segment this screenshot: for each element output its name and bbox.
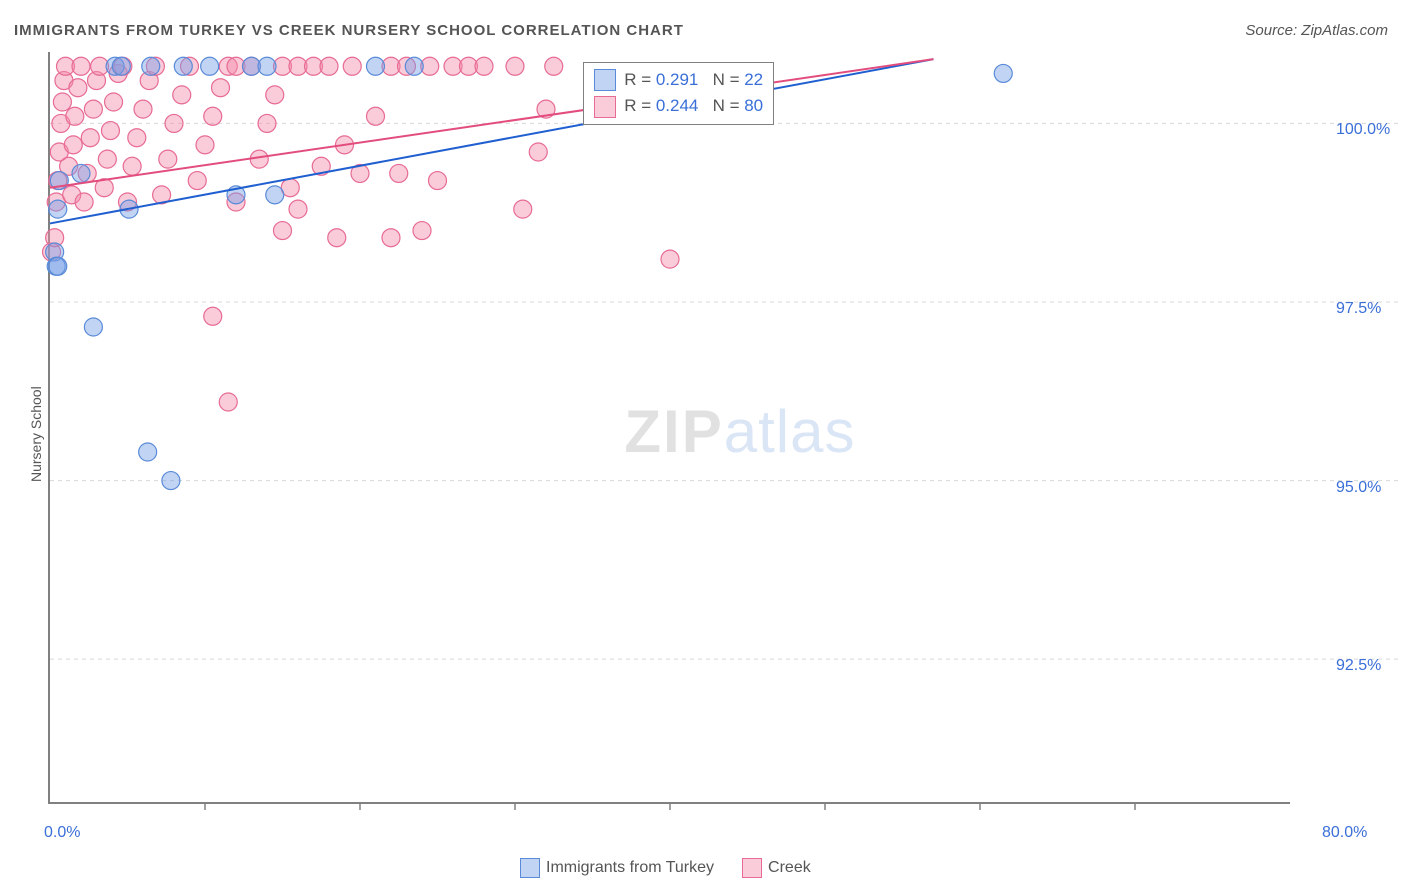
point-creek bbox=[289, 200, 307, 218]
point-creek bbox=[514, 200, 532, 218]
y-axis-title: Nursery School bbox=[28, 386, 44, 482]
point-creek bbox=[72, 57, 90, 75]
point-creek bbox=[128, 129, 146, 147]
point-turkey bbox=[201, 57, 219, 75]
r-prefix: R = bbox=[624, 93, 656, 119]
point-creek bbox=[475, 57, 493, 75]
point-turkey bbox=[367, 57, 385, 75]
point-turkey bbox=[112, 57, 130, 75]
source-value: ZipAtlas.com bbox=[1301, 22, 1388, 39]
x-axis-min-label: 0.0% bbox=[44, 824, 80, 842]
point-turkey bbox=[72, 164, 90, 182]
point-creek bbox=[661, 250, 679, 268]
point-turkey bbox=[84, 318, 102, 336]
point-creek bbox=[75, 193, 93, 211]
y-tick-label: 97.5% bbox=[1336, 300, 1381, 318]
point-creek bbox=[101, 122, 119, 140]
point-creek bbox=[413, 222, 431, 240]
point-turkey bbox=[139, 443, 157, 461]
point-creek bbox=[98, 150, 116, 168]
point-creek bbox=[343, 57, 361, 75]
chart-title: IMMIGRANTS FROM TURKEY VS CREEK NURSERY … bbox=[14, 22, 684, 39]
r-value-creek: 0.244 bbox=[656, 93, 699, 119]
point-turkey bbox=[142, 57, 160, 75]
point-turkey bbox=[49, 257, 67, 275]
point-creek bbox=[320, 57, 338, 75]
source-label: Source: ZipAtlas.com bbox=[1245, 22, 1388, 39]
legend-swatch-turkey-icon bbox=[520, 858, 540, 878]
y-tick-label: 95.0% bbox=[1336, 479, 1381, 497]
point-creek bbox=[529, 143, 547, 161]
swatch-turkey-icon bbox=[594, 69, 616, 91]
point-creek bbox=[390, 164, 408, 182]
point-creek bbox=[188, 172, 206, 190]
point-creek bbox=[134, 100, 152, 118]
r-value-turkey: 0.291 bbox=[656, 67, 699, 93]
point-creek bbox=[64, 136, 82, 154]
legend-swatch-creek-icon bbox=[742, 858, 762, 878]
point-creek bbox=[219, 393, 237, 411]
y-tick-label: 92.5% bbox=[1336, 657, 1381, 675]
r-prefix: R = bbox=[624, 67, 656, 93]
legend-label-creek: Creek bbox=[768, 859, 811, 877]
point-creek bbox=[66, 107, 84, 125]
point-creek bbox=[506, 57, 524, 75]
y-tick-label: 100.0% bbox=[1336, 121, 1390, 139]
point-creek bbox=[382, 229, 400, 247]
point-creek bbox=[204, 307, 222, 325]
point-turkey bbox=[405, 57, 423, 75]
point-creek bbox=[429, 172, 447, 190]
point-creek bbox=[173, 86, 191, 104]
scatter-svg bbox=[50, 52, 1290, 802]
point-creek bbox=[274, 222, 292, 240]
point-creek bbox=[204, 107, 222, 125]
legend-label-turkey: Immigrants from Turkey bbox=[546, 859, 714, 877]
n-prefix: N = bbox=[713, 93, 745, 119]
point-creek bbox=[266, 86, 284, 104]
point-creek bbox=[545, 57, 563, 75]
plot-area: ZIPatlas R = 0.291 N = 22 R = 0.244 N = … bbox=[48, 52, 1290, 804]
regression-line-turkey bbox=[50, 59, 934, 223]
n-value-turkey: 22 bbox=[744, 67, 763, 93]
point-creek bbox=[69, 79, 87, 97]
point-creek bbox=[212, 79, 230, 97]
n-prefix: N = bbox=[713, 67, 745, 93]
point-creek bbox=[159, 150, 177, 168]
point-creek bbox=[53, 93, 71, 111]
point-turkey bbox=[266, 186, 284, 204]
point-creek bbox=[165, 114, 183, 132]
swatch-creek-icon bbox=[594, 96, 616, 118]
source-prefix: Source: bbox=[1245, 22, 1297, 39]
point-creek bbox=[105, 93, 123, 111]
point-turkey bbox=[162, 472, 180, 490]
correlation-legend-box: R = 0.291 N = 22 R = 0.244 N = 80 bbox=[583, 62, 774, 125]
correlation-row-creek: R = 0.244 N = 80 bbox=[594, 93, 763, 119]
point-creek bbox=[196, 136, 214, 154]
point-creek bbox=[123, 157, 141, 175]
x-axis-max-label: 80.0% bbox=[1322, 824, 1367, 842]
point-creek bbox=[367, 107, 385, 125]
point-creek bbox=[84, 100, 102, 118]
point-creek bbox=[258, 114, 276, 132]
point-turkey bbox=[258, 57, 276, 75]
point-turkey bbox=[994, 64, 1012, 82]
n-value-creek: 80 bbox=[744, 93, 763, 119]
series-legend: Immigrants from Turkey Creek bbox=[0, 858, 1406, 878]
point-turkey bbox=[174, 57, 192, 75]
point-creek bbox=[81, 129, 99, 147]
correlation-row-turkey: R = 0.291 N = 22 bbox=[594, 67, 763, 93]
point-creek bbox=[328, 229, 346, 247]
point-turkey bbox=[49, 200, 67, 218]
